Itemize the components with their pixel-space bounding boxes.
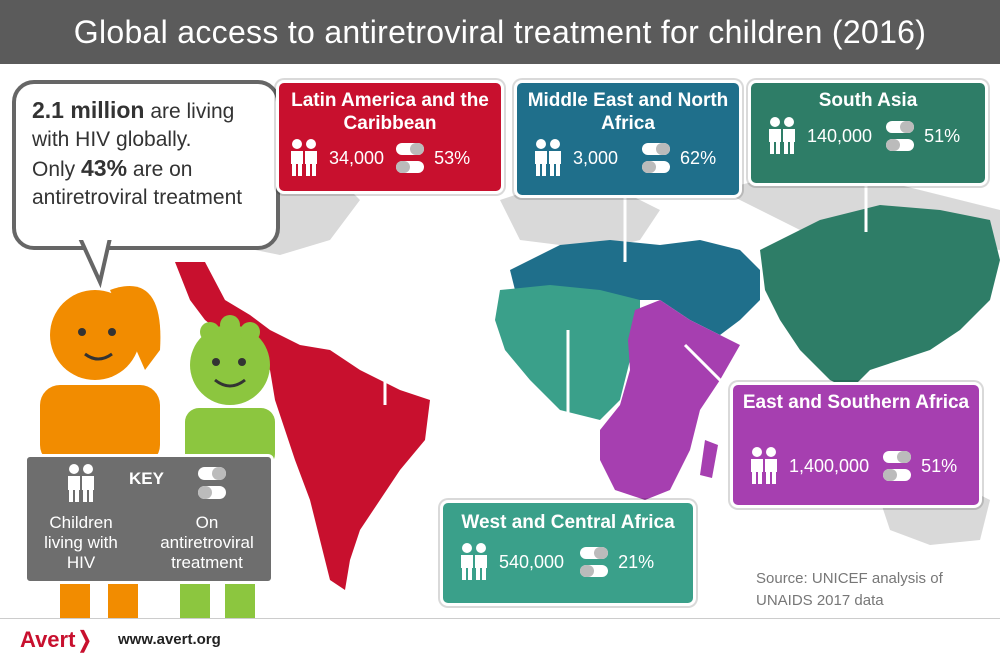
treatment-percent: 21% — [618, 551, 655, 572]
treatment-percent: 51% — [924, 125, 961, 146]
pills-icon — [198, 467, 226, 499]
summary-line-1: are living with HIV globally. — [32, 100, 235, 151]
people-icon — [769, 117, 795, 154]
avert-logo[interactable]: Avert❭ — [20, 627, 94, 652]
summary-line-2: are on antiretroviral treatment — [32, 158, 243, 209]
children-count: 34,000 — [329, 147, 385, 168]
logo-text: Avert — [20, 627, 76, 652]
boy-character — [180, 315, 275, 620]
region-box-west-central-africa: West and Central Africa 540,000 21% — [440, 500, 696, 606]
pills-icon — [580, 547, 609, 577]
page-title: Global access to antiretroviral treatmen… — [73, 13, 927, 50]
region-name: Latin America and the Caribbean — [291, 90, 489, 134]
region-east-southern-africa — [600, 300, 740, 500]
key-title: KEY — [129, 469, 164, 488]
children-count: 3,000 — [573, 147, 619, 168]
region-box-mena: Middle East and North Africa 3,000 62% — [514, 80, 742, 198]
treatment-percent: 62% — [680, 147, 717, 168]
region-mena — [510, 240, 760, 335]
children-illustration — [40, 286, 275, 620]
summary-line-2-pre: Only — [32, 158, 82, 181]
title-bar: Global access to antiretroviral treatmen… — [0, 0, 1000, 64]
pills-icon — [886, 121, 915, 151]
footer: Avert❭ www.avert.org — [0, 618, 1000, 659]
connector-lines — [383, 182, 868, 500]
website-link[interactable]: www.avert.org — [118, 631, 221, 648]
source-note: Source: UNICEF analysis of UNAIDS 2017 d… — [756, 570, 943, 609]
girl-character — [40, 286, 161, 620]
region-south-asia — [760, 205, 1000, 390]
people-icon — [535, 139, 561, 176]
region-name: South Asia — [818, 90, 918, 111]
region-box-east-southern-africa: East and Southern Africa 1,400,000 51% — [730, 382, 982, 508]
region-stats: 1,400,000 51% — [749, 447, 957, 485]
pills-icon — [883, 451, 912, 481]
region-name: East and Southern Africa — [742, 392, 970, 413]
region-box-south-asia: South Asia 140,000 51% — [748, 80, 988, 186]
key-children-label: Children living with HIV — [44, 513, 118, 572]
people-icon — [461, 543, 487, 580]
region-stats: 34,000 53% — [289, 139, 470, 177]
region-stats: 3,000 62% — [533, 139, 716, 177]
region-name: West and Central Africa — [461, 512, 675, 533]
region-stats: 540,000 21% — [459, 543, 654, 581]
region-stats: 140,000 51% — [767, 117, 960, 155]
children-count: 540,000 — [499, 551, 565, 572]
summary-text: 2.1 million are living with HIV globally… — [32, 96, 262, 212]
pills-icon — [396, 143, 425, 173]
madagascar — [700, 440, 718, 478]
children-count: 1,400,000 — [789, 455, 870, 476]
speech-bubble-icon — [76, 238, 116, 288]
children-count: 140,000 — [807, 125, 873, 146]
treatment-total: 43% — [81, 155, 128, 181]
people-icon — [751, 447, 777, 484]
pills-icon — [642, 143, 671, 173]
treatment-percent: 51% — [921, 455, 958, 476]
treatment-percent: 53% — [434, 147, 471, 168]
region-name: Middle East and North Africa — [527, 90, 729, 134]
key-legend: KEY Children living with HIV On antiretr… — [24, 454, 274, 584]
children-total: 2.1 million — [32, 97, 145, 123]
key-treatment-label: On antiretroviral treatment — [160, 513, 254, 572]
people-icon — [291, 139, 317, 176]
region-box-latin-america: Latin America and the Caribbean 34,000 5… — [276, 80, 504, 194]
summary-speech-bubble: 2.1 million are living with HIV globally… — [12, 80, 280, 250]
people-icon — [68, 464, 94, 502]
